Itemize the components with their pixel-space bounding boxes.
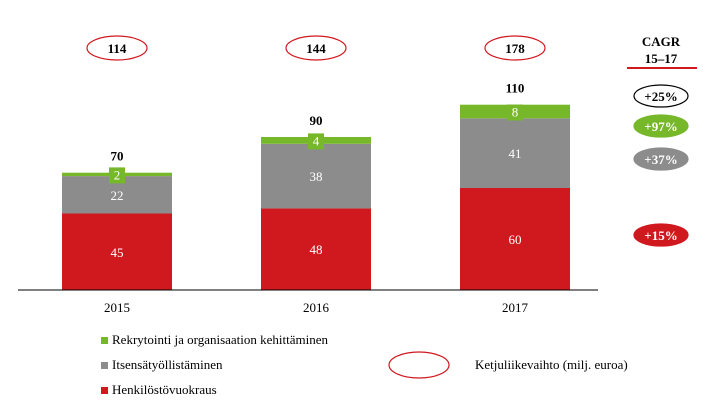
cagr-value: +37% [644, 152, 677, 167]
bar-henkil-st-vuokraus-2015 [62, 213, 172, 290]
cagr-value: +15% [644, 228, 677, 243]
legend-swatch [101, 362, 108, 369]
bar-value-label: 48 [310, 242, 323, 257]
legend-label: Rekrytointi ja organisaation kehittämine… [112, 332, 329, 347]
bar-itsens-ty-llist-minen-2016 [261, 143, 371, 209]
legend-label: Itsensätyöllistäminen [112, 357, 223, 372]
bar-value-label: 41 [509, 146, 522, 161]
x-tick-label: 2016 [303, 300, 330, 315]
small-value-box [109, 167, 125, 184]
cagr-period: 15–17 [645, 51, 678, 66]
legend-label-chain-revenue: Ketjuliikevaihto (milj. euroa) [475, 357, 628, 372]
bar-total-label: 110 [506, 81, 525, 96]
bar-total-label: 70 [111, 149, 124, 164]
cagr-badge [633, 84, 689, 108]
bar-value-label: 38 [310, 169, 323, 184]
legend-label: Henkilöstövuokraus [112, 382, 217, 397]
small-value-box [507, 104, 523, 121]
bar-henkil-st-vuokraus-2016 [261, 208, 371, 290]
bar-total-label: 90 [310, 113, 323, 128]
bar-value-label: 22 [111, 188, 124, 203]
bar-value-label: 60 [509, 232, 522, 247]
cagr-badge [633, 147, 689, 171]
legend-swatch [101, 387, 108, 394]
chain-revenue-oval [484, 35, 546, 61]
bar-value-label: 4 [313, 133, 320, 148]
chain-revenue-oval [285, 35, 347, 61]
cagr-badge [633, 223, 689, 247]
chain-revenue-value: 114 [108, 41, 127, 56]
chain-revenue-value: 178 [505, 41, 525, 56]
cagr-value: +97% [644, 119, 677, 134]
bar-value-label: 2 [114, 167, 121, 182]
bar-itsens-ty-llist-minen-2017 [460, 118, 570, 188]
chain-revenue-oval [86, 35, 148, 61]
bar-henkil-st-vuokraus-2017 [460, 188, 570, 290]
cagr-badge [633, 114, 689, 138]
small-value-box [308, 133, 324, 150]
bar-value-label: 45 [111, 245, 124, 260]
x-tick-label: 2017 [502, 300, 529, 315]
x-tick-label: 2015 [104, 300, 130, 315]
legend-oval-swatch [388, 351, 450, 379]
bar-value-label: 8 [512, 105, 519, 120]
chain-revenue-value: 144 [306, 41, 326, 56]
cagr-title: CAGR [642, 34, 681, 49]
cagr-value: +25% [644, 89, 677, 104]
legend-swatch [101, 337, 108, 344]
